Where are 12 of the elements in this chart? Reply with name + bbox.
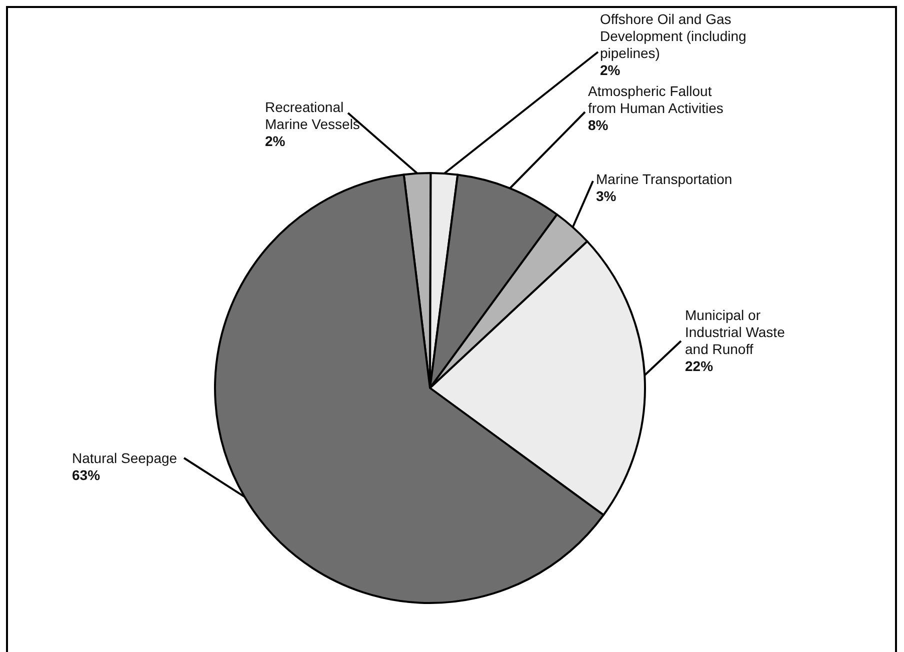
slice-label: Offshore Oil and Gas Development (including pipelines)	[600, 11, 746, 61]
data-label: 2%	[265, 133, 286, 149]
slice-label: Recreational Marine Vessels	[265, 99, 360, 132]
data-label: 63%	[72, 467, 101, 483]
slice-label: Municipal or Industrial Waste and Runoff	[685, 307, 786, 357]
data-label: 8%	[588, 117, 609, 133]
data-label: 3%	[596, 188, 617, 204]
data-label: 22%	[685, 358, 714, 374]
slice-label: Atmospheric Fallout from Human Activities	[588, 83, 724, 116]
slice-label: Marine Transportation	[596, 171, 732, 187]
data-label: 2%	[600, 62, 621, 78]
slice-label: Natural Seepage	[72, 450, 178, 466]
